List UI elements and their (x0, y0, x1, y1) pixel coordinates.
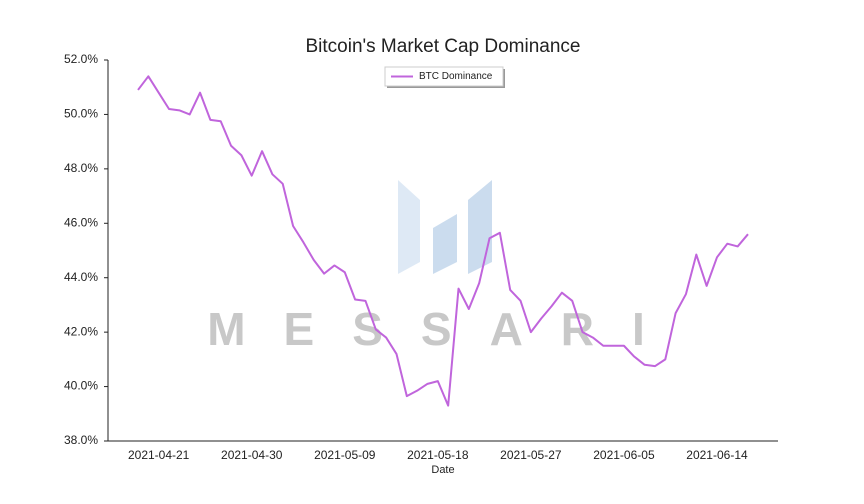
y-tick-label: 44.0% (64, 270, 98, 284)
y-tick-label: 50.0% (64, 107, 98, 121)
y-tick-label: 40.0% (64, 379, 98, 393)
data-line (137, 75, 749, 407)
x-tick-label: 2021-06-05 (593, 448, 655, 462)
y-tick-label: 42.0% (64, 324, 98, 338)
legend-box (384, 66, 504, 87)
x-tick-label: 2021-04-21 (128, 448, 190, 462)
watermark-logo (398, 180, 492, 274)
x-tick-label: 2021-05-18 (407, 448, 469, 462)
chart-title: Bitcoin's Market Cap Dominance (305, 36, 580, 57)
y-tick-label: 46.0% (64, 215, 98, 229)
x-tick-label: 2021-05-27 (500, 448, 562, 462)
y-tick-label: 52.0% (64, 52, 98, 66)
x-tick-label: 2021-04-30 (221, 448, 283, 462)
x-axis-label: Date (431, 464, 454, 476)
x-tick-label: 2021-06-14 (686, 448, 748, 462)
y-tick-label: 48.0% (64, 161, 98, 175)
x-tick-label: 2021-05-09 (314, 448, 376, 462)
legend-label: BTC Dominance (419, 71, 493, 82)
y-tick-label: 38.0% (64, 433, 98, 447)
watermark: MESSARI (207, 303, 683, 355)
